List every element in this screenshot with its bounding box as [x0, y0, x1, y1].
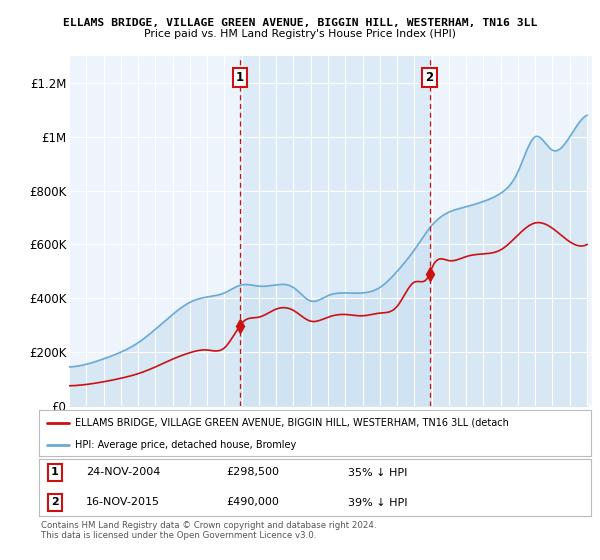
Text: £490,000: £490,000 [227, 497, 280, 507]
Text: HPI: Average price, detached house, Bromley: HPI: Average price, detached house, Brom… [75, 440, 296, 450]
Bar [240, 56, 430, 406]
Text: 1: 1 [51, 468, 59, 478]
Text: 1: 1 [236, 71, 244, 84]
Text: Price paid vs. HM Land Registry's House Price Index (HPI): Price paid vs. HM Land Registry's House … [144, 29, 456, 39]
Text: 39% ↓ HPI: 39% ↓ HPI [348, 497, 407, 507]
Text: ELLAMS BRIDGE, VILLAGE GREEN AVENUE, BIGGIN HILL, WESTERHAM, TN16 3LL (detach: ELLAMS BRIDGE, VILLAGE GREEN AVENUE, BIG… [75, 418, 509, 428]
Text: Contains HM Land Registry data © Crown copyright and database right 2024.
This d: Contains HM Land Registry data © Crown c… [41, 521, 376, 540]
Text: 35% ↓ HPI: 35% ↓ HPI [348, 468, 407, 478]
Text: 24-NOV-2004: 24-NOV-2004 [86, 468, 160, 478]
Text: 2: 2 [51, 497, 59, 507]
Text: 16-NOV-2015: 16-NOV-2015 [86, 497, 160, 507]
Text: ELLAMS BRIDGE, VILLAGE GREEN AVENUE, BIGGIN HILL, WESTERHAM, TN16 3LL: ELLAMS BRIDGE, VILLAGE GREEN AVENUE, BIG… [63, 18, 537, 28]
Text: £298,500: £298,500 [227, 468, 280, 478]
Text: 2: 2 [425, 71, 434, 84]
